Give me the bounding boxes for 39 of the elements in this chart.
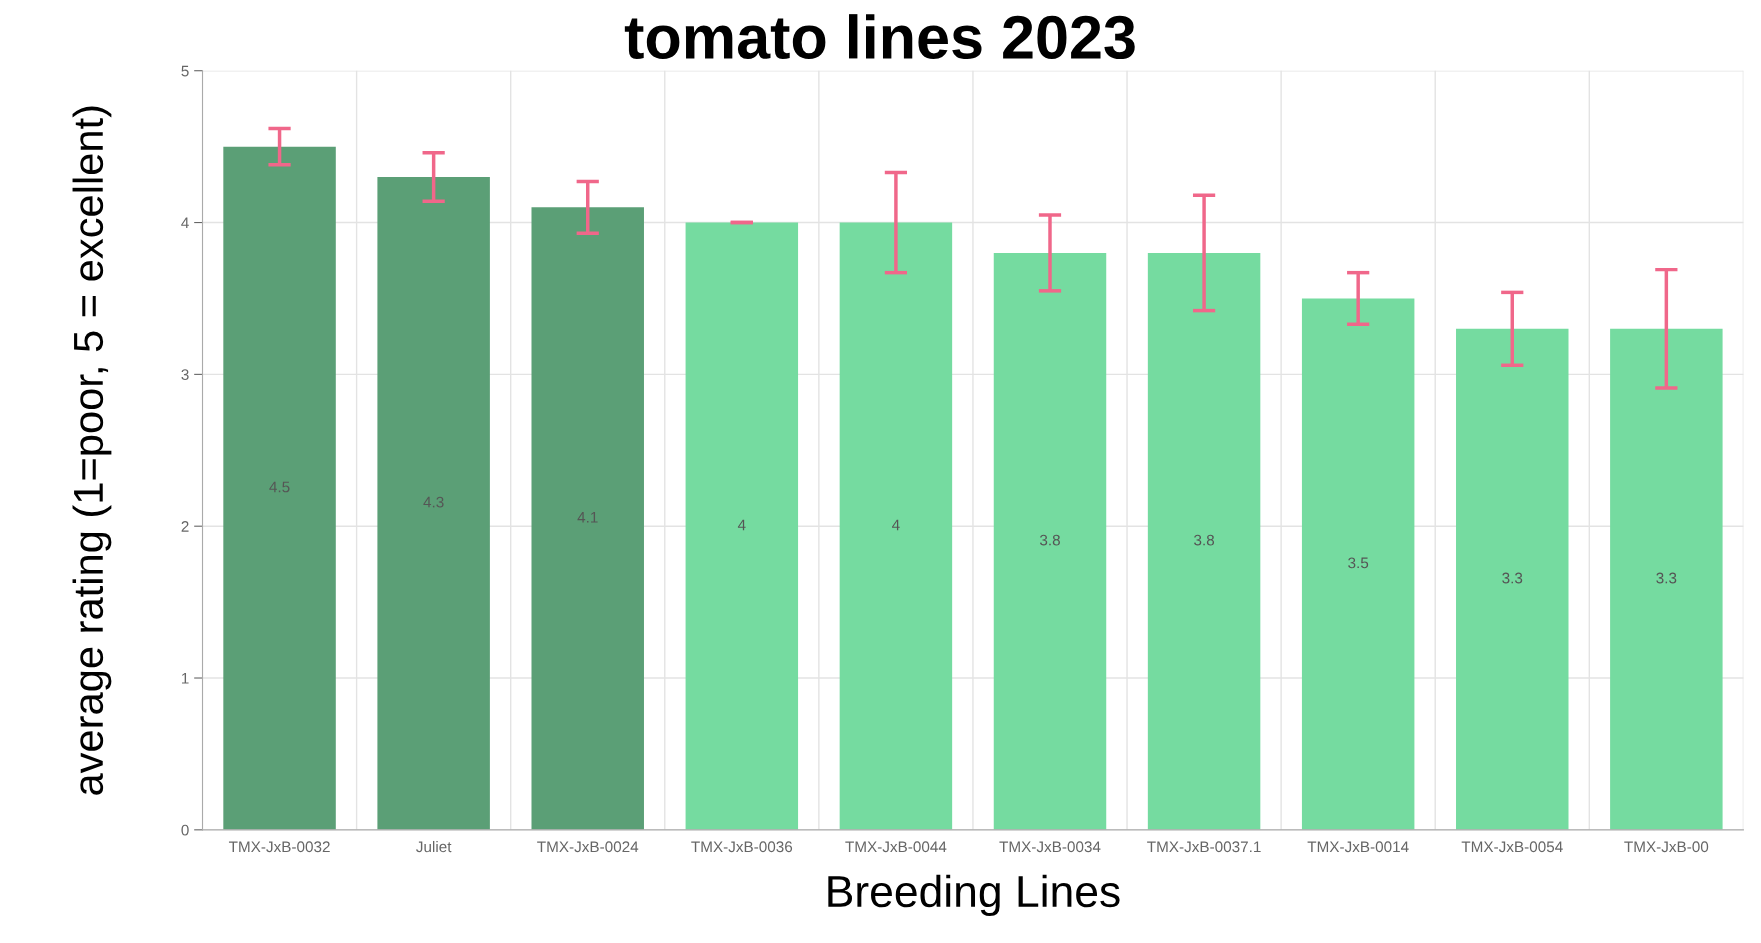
data-label: 3.5 bbox=[1348, 557, 1369, 569]
x-axis-title: Breeding Lines bbox=[828, 874, 1120, 917]
bar bbox=[993, 252, 1107, 830]
chart-title: tomato lines 2023 bbox=[624, 14, 1135, 60]
data-label: 4 bbox=[737, 519, 746, 531]
data-label: 3.8 bbox=[1039, 534, 1060, 546]
data-label: 4.3 bbox=[423, 496, 444, 508]
bar bbox=[223, 146, 336, 830]
data-label: 4 bbox=[892, 519, 900, 531]
data-label: 4.1 bbox=[577, 512, 598, 523]
x-tick-label: TMX-JxB-0037.1 bbox=[1147, 841, 1261, 853]
bar bbox=[685, 222, 799, 830]
y-tick-label: 3 bbox=[181, 369, 189, 381]
data-label: 4.5 bbox=[269, 481, 290, 493]
y-tick-label: 4 bbox=[181, 217, 189, 229]
bar bbox=[1456, 328, 1569, 830]
x-tick-label: TMX-JxB-00 bbox=[1624, 841, 1709, 853]
x-tick-label: TMX-JxB-0034 bbox=[999, 841, 1101, 853]
x-tick-label: TMX-JxB-0036 bbox=[691, 841, 793, 853]
y-tick-label: 2 bbox=[181, 521, 189, 532]
y-tick-label: 5 bbox=[181, 65, 189, 77]
data-label: 3.8 bbox=[1194, 534, 1215, 546]
data-label: 3.3 bbox=[1656, 572, 1677, 584]
bar bbox=[1147, 252, 1261, 830]
y-tick-label: 0 bbox=[181, 824, 189, 836]
bar bbox=[531, 207, 644, 830]
x-tick-label: TMX-JxB-0044 bbox=[845, 841, 947, 853]
data-label: 3.3 bbox=[1502, 572, 1523, 584]
x-tick-label: Juliet bbox=[416, 840, 452, 853]
bar bbox=[377, 177, 490, 830]
y-tick-label: 1 bbox=[181, 673, 189, 684]
bar bbox=[1610, 328, 1723, 830]
bar bbox=[839, 222, 953, 830]
x-tick-label: TMX-JxB-0014 bbox=[1307, 841, 1409, 853]
x-tick-label: TMX-JxB-0032 bbox=[228, 841, 330, 853]
x-tick-label: TMX-JxB-0024 bbox=[537, 841, 639, 853]
y-axis-title: average rating (1=poor, 5 = excellent) bbox=[72, 106, 112, 795]
x-tick-label: TMX-JxB-0054 bbox=[1461, 841, 1563, 853]
bar bbox=[1301, 298, 1415, 830]
